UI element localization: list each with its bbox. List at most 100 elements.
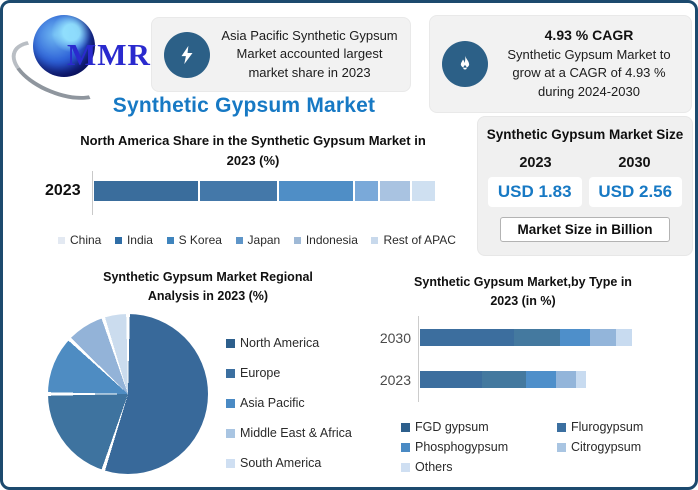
lightning-glyph [181,45,193,64]
by-type-axis-line [418,316,419,402]
na-share-chart-title: North America Share in the Synthetic Gyp… [80,133,426,168]
legend-label: Middle East & Africa [240,426,352,440]
bar-segment-2030-Phosphogypsum [560,329,590,346]
bar-segment-S Korea [279,181,353,201]
na-share-legend: China India S Korea Japan Indonesia Rest of A… [58,233,456,247]
bar-segment-2023-Phosphogypsum [526,371,556,388]
by-type-category-2030: 2030 [379,330,411,346]
legend-item-indonesia: Indonesia [293,233,358,247]
regional-pie-legend: North America Europe Asia Pacific Middle Ea… [226,336,352,470]
legend-label: North America [240,336,320,350]
market-size-year-2023: 2023 [519,155,552,171]
legend-marker [226,458,235,468]
legend-marker [226,428,235,438]
legend-item-south-america: South America [226,456,352,470]
lightning-icon [164,31,210,78]
legend-item-europe: Europe [226,366,352,380]
legend-marker [114,236,122,244]
bar-segment-2030-Citrogypsum [590,329,616,346]
by-type-chart-title: Synthetic Gypsum Market,by Type in 2023 … [414,275,632,309]
legend-marker [226,398,235,408]
legend-item-others: Others [401,460,553,474]
legend-marker [401,442,410,452]
bar-segment-Rest of APAC [412,181,435,201]
by-type-legend: FGD gypsum Flurogypsum Phosphogypsum Citrog… [401,420,683,474]
legend-label: S Korea [178,233,222,247]
legend-label: South America [240,456,322,470]
cagr-value: 4.93 % CAGR [544,27,634,44]
bar-segment-2023-Citrogypsum [556,371,576,388]
bar-segment-2030-Others [616,329,632,346]
by-type-bar-2023 [420,371,586,388]
page-title: Synthetic Gypsum Market [112,94,376,117]
legend-label: Phosphogypsum [415,440,509,454]
bar-segment-China [94,181,198,201]
market-size-unit-note: Market Size in Billion [500,217,670,242]
market-size-panel: Synthetic Gypsum Market Size 2023 2030 U… [477,116,693,256]
market-size-year-2030: 2030 [618,155,651,171]
legend-label: Rest of APAC [383,233,456,247]
legend-marker [557,442,566,452]
legend-label: Citrogypsum [571,440,642,454]
bar-segment-2023-FGD gypsum [420,371,482,388]
legend-item-north-america: North America [226,336,352,350]
legend-item-middle-east-africa: Middle East & Africa [226,426,352,440]
legend-marker [401,422,410,432]
legend-marker [401,462,410,472]
legend-item-china: China [58,233,101,247]
legend-label: Europe [240,366,281,380]
na-share-stacked-bar [94,181,435,201]
market-size-value-2030: USD 2.56 [588,177,682,207]
legend-marker [226,368,235,378]
legend-item-asia-pacific: Asia Pacific [226,396,352,410]
legend-item-japan: Japan [235,233,281,247]
highlight-share-text: Asia Pacific Synthetic Gypsum Market acc… [221,28,398,80]
cagr-text: Synthetic Gypsum Market to grow at a CAG… [507,47,671,99]
globe-icon [33,15,95,77]
market-size-value-2023: USD 1.83 [488,177,582,207]
legend-label: Flurogypsum [571,420,644,434]
legend-item-fgd-gypsum: FGD gypsum [401,420,553,434]
regional-pie-chart [48,314,208,474]
flame-glyph [460,55,470,70]
legend-marker [166,236,174,244]
bar-segment-2023-Others [576,371,586,388]
legend-label: China [70,233,102,247]
legend-label: FGD gypsum [415,420,489,434]
legend-item-rest-of-apac: Rest of APAC [371,233,456,247]
bar-segment-2030-FGD gypsum [420,329,514,346]
logo-text: MMR [67,37,151,72]
legend-label: Asia Pacific [240,396,305,410]
legend-marker [235,236,243,244]
na-share-category-label: 2023 [45,182,81,199]
highlight-box-largest-share: Asia Pacific Synthetic Gypsum Market acc… [151,17,411,92]
legend-label: India [126,233,153,247]
legend-marker [557,422,566,432]
legend-item-phosphogypsum: Phosphogypsum [401,440,553,454]
bar-segment-2023-Flurogypsum [482,371,526,388]
bar-segment-India [200,181,277,201]
legend-item-india: India [114,233,153,247]
mmr-logo: MMR [3,11,151,112]
legend-item-s-korea: S Korea [166,233,222,247]
highlight-box-cagr: 4.93 % CAGR Synthetic Gypsum Market to g… [429,15,692,113]
bar-segment-2030-Flurogypsum [514,329,560,346]
legend-marker [58,236,65,244]
legend-label: Others [415,460,453,474]
legend-item-flurogypsum: Flurogypsum [557,420,683,434]
flame-icon [442,41,488,87]
legend-marker [371,236,379,244]
legend-marker [226,338,235,348]
market-size-title: Synthetic Gypsum Market Size [486,127,684,142]
legend-label: Indonesia [305,233,358,247]
bar-segment-Japan [355,181,378,201]
legend-label: Japan [247,233,281,247]
legend-item-citrogypsum: Citrogypsum [557,440,683,454]
by-type-bar-2030 [420,329,632,346]
regional-pie-title: Synthetic Gypsum Market Regional Analysi… [103,270,313,304]
bar-segment-Indonesia [380,181,410,201]
by-type-category-2023: 2023 [379,372,411,388]
legend-marker [293,236,301,244]
na-share-axis-line [92,171,93,215]
